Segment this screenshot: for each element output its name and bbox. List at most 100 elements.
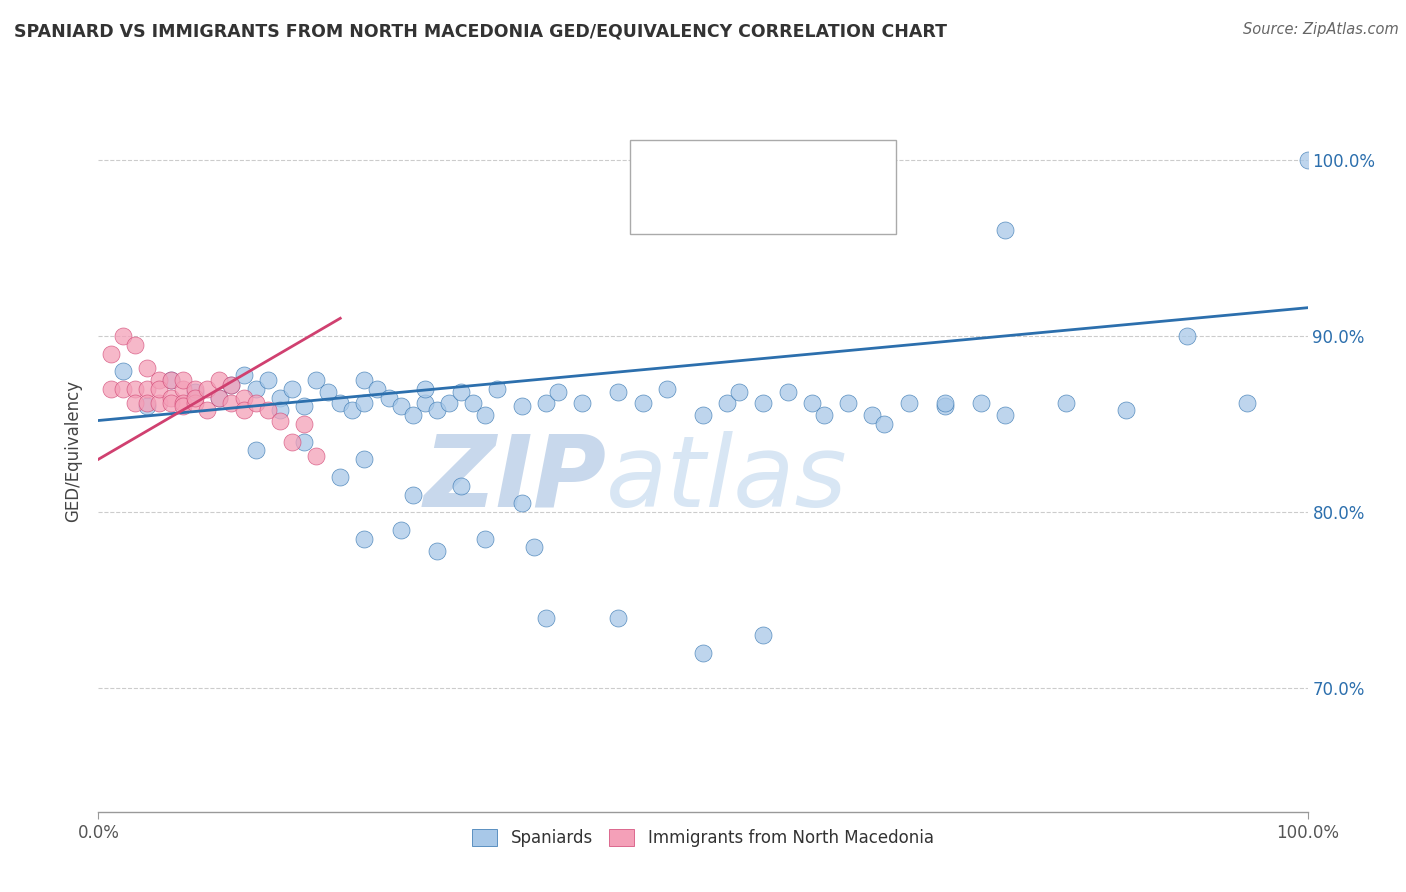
Point bbox=[716, 396, 738, 410]
Text: ZIP: ZIP bbox=[423, 431, 606, 528]
Point bbox=[1236, 396, 1258, 410]
Point bbox=[752, 396, 775, 410]
Point bbox=[148, 396, 170, 410]
Point bbox=[450, 479, 472, 493]
Point bbox=[426, 544, 449, 558]
Point bbox=[450, 385, 472, 400]
Point bbox=[124, 396, 146, 410]
Point bbox=[148, 382, 170, 396]
Point bbox=[221, 396, 243, 410]
Point bbox=[184, 382, 207, 396]
Point bbox=[377, 391, 399, 405]
Point bbox=[329, 470, 352, 484]
Point bbox=[256, 403, 278, 417]
Point bbox=[135, 400, 157, 414]
Point bbox=[111, 329, 134, 343]
Point bbox=[195, 403, 218, 417]
Point bbox=[160, 373, 183, 387]
Point bbox=[221, 378, 243, 392]
Point bbox=[111, 382, 134, 396]
Point bbox=[547, 385, 569, 400]
Point bbox=[1175, 329, 1198, 343]
Point bbox=[474, 532, 496, 546]
Point bbox=[221, 378, 243, 392]
Point bbox=[353, 452, 375, 467]
Point bbox=[463, 396, 485, 410]
Point bbox=[256, 373, 278, 387]
Point bbox=[172, 373, 194, 387]
Point bbox=[100, 346, 122, 360]
Point bbox=[474, 408, 496, 422]
Legend: Spaniards, Immigrants from North Macedonia: Spaniards, Immigrants from North Macedon… bbox=[465, 822, 941, 854]
Point bbox=[813, 408, 835, 422]
Point bbox=[692, 408, 714, 422]
Point bbox=[135, 396, 157, 410]
Point bbox=[752, 628, 775, 642]
Point bbox=[486, 382, 509, 396]
Point bbox=[245, 443, 267, 458]
Point bbox=[510, 496, 533, 510]
Point bbox=[413, 382, 436, 396]
Point bbox=[366, 382, 388, 396]
Point bbox=[655, 382, 678, 396]
Point bbox=[837, 396, 859, 410]
Point bbox=[135, 382, 157, 396]
Point bbox=[607, 385, 630, 400]
Point bbox=[232, 391, 254, 405]
Point bbox=[135, 360, 157, 375]
Point bbox=[184, 385, 207, 400]
Point bbox=[571, 396, 593, 410]
Point bbox=[160, 373, 183, 387]
Point bbox=[437, 396, 460, 410]
Point bbox=[776, 385, 799, 400]
Point bbox=[208, 373, 231, 387]
Point bbox=[292, 417, 315, 431]
Point bbox=[305, 373, 328, 387]
Point bbox=[232, 403, 254, 417]
Point bbox=[292, 434, 315, 449]
Point bbox=[342, 403, 364, 417]
Point bbox=[534, 611, 557, 625]
Point bbox=[245, 396, 267, 410]
Point bbox=[292, 400, 315, 414]
Point bbox=[232, 368, 254, 382]
Point bbox=[111, 364, 134, 378]
Point bbox=[184, 396, 207, 410]
Point bbox=[269, 391, 291, 405]
Point bbox=[631, 396, 654, 410]
Point bbox=[305, 449, 328, 463]
Point bbox=[353, 373, 375, 387]
Text: Source: ZipAtlas.com: Source: ZipAtlas.com bbox=[1243, 22, 1399, 37]
Point bbox=[329, 396, 352, 410]
Point bbox=[1054, 396, 1077, 410]
Point bbox=[534, 396, 557, 410]
Point bbox=[208, 391, 231, 405]
Point bbox=[402, 487, 425, 501]
Point bbox=[897, 396, 920, 410]
Point bbox=[281, 434, 304, 449]
Text: atlas: atlas bbox=[606, 431, 848, 528]
Point bbox=[873, 417, 896, 431]
Point bbox=[994, 223, 1017, 237]
Point bbox=[172, 382, 194, 396]
Point bbox=[800, 396, 823, 410]
Point bbox=[269, 403, 291, 417]
Point bbox=[124, 337, 146, 351]
Point bbox=[413, 396, 436, 410]
Point bbox=[523, 541, 546, 555]
Point bbox=[148, 373, 170, 387]
Point bbox=[1296, 153, 1319, 167]
Point bbox=[389, 523, 412, 537]
Point bbox=[934, 400, 956, 414]
Point bbox=[195, 382, 218, 396]
Point bbox=[124, 382, 146, 396]
Point bbox=[607, 611, 630, 625]
Point bbox=[970, 396, 993, 410]
Point bbox=[316, 385, 339, 400]
Point bbox=[172, 396, 194, 410]
Y-axis label: GED/Equivalency: GED/Equivalency bbox=[65, 379, 83, 522]
Point bbox=[100, 382, 122, 396]
Point bbox=[281, 382, 304, 396]
Point bbox=[389, 400, 412, 414]
Point bbox=[934, 396, 956, 410]
